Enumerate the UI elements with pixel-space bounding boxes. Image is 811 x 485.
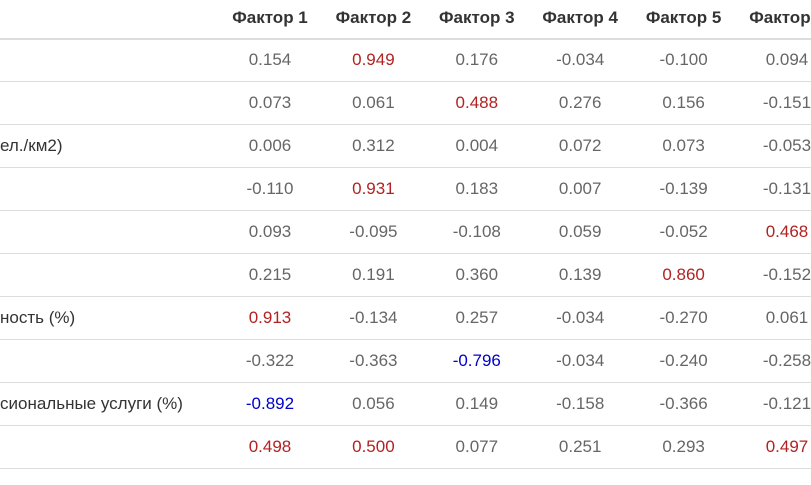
cell-value: -0.110 <box>246 179 294 198</box>
cell-value: 0.061 <box>352 93 395 112</box>
row-rule <box>0 382 811 383</box>
row-label: ел./км2) <box>0 136 63 155</box>
cell-value: -0.053 <box>762 136 811 155</box>
cell-value: 0.061 <box>765 308 809 327</box>
cell-value: -0.131 <box>762 179 811 198</box>
column-header: Фактор 1 <box>232 8 308 27</box>
cell-value: 0.215 <box>248 265 292 284</box>
row-rule <box>0 296 811 297</box>
row-rule <box>0 81 811 82</box>
cell-value: -0.366 <box>659 394 708 413</box>
cell-value: 0.056 <box>352 394 395 413</box>
cell-value: -0.034 <box>556 351 605 370</box>
header-rule <box>0 38 811 40</box>
cell-value: 0.498 <box>248 437 292 456</box>
cell-value: 0.093 <box>248 222 292 241</box>
cell-value: -0.892 <box>245 394 295 413</box>
cell-value: 0.257 <box>455 308 499 327</box>
row-rule <box>0 253 811 254</box>
cell-value: -0.158 <box>556 394 605 413</box>
cell-value: 0.251 <box>558 437 602 456</box>
row-rule <box>0 124 811 125</box>
column-header: Фактор 6 <box>749 8 811 27</box>
cell-value: 0.860 <box>662 265 705 284</box>
cell-value: -0.121 <box>762 394 811 413</box>
row-rule <box>0 339 811 340</box>
cell-value: -0.258 <box>762 351 811 370</box>
cell-value: 0.073 <box>248 93 292 112</box>
cell-value: 0.072 <box>558 136 602 155</box>
cell-value: 0.191 <box>352 265 395 284</box>
cell-value: 0.073 <box>662 136 705 155</box>
cell-value: 0.149 <box>455 394 499 413</box>
cell-value: 0.139 <box>558 265 602 284</box>
cell-value: -0.322 <box>245 351 295 370</box>
cell-value: 0.312 <box>352 136 395 155</box>
cell-value: -0.363 <box>349 351 398 370</box>
cell-value: -0.240 <box>659 351 708 370</box>
cell-value: -0.139 <box>659 179 708 198</box>
cell-value: -0.270 <box>659 308 708 327</box>
cell-value: -0.151 <box>762 93 811 112</box>
cell-value: 0.949 <box>352 50 395 69</box>
cell-value: 0.094 <box>765 50 809 69</box>
cell-value: 0.154 <box>248 50 292 69</box>
row-label: ность (%) <box>0 308 76 327</box>
column-header: Фактор 3 <box>439 8 515 27</box>
cell-value: 0.293 <box>662 437 705 456</box>
cell-value: 0.500 <box>352 437 395 456</box>
column-header: Фактор 4 <box>542 8 618 27</box>
cell-value: -0.134 <box>349 308 398 327</box>
cell-value: 0.077 <box>455 437 499 456</box>
cell-value: 0.931 <box>352 179 395 198</box>
cell-value: 0.007 <box>558 179 602 198</box>
cell-value: 0.183 <box>455 179 499 198</box>
cell-value: 0.156 <box>662 93 705 112</box>
cell-value: 0.913 <box>248 308 292 327</box>
row-rule <box>0 425 811 426</box>
cell-value: 0.497 <box>765 437 809 456</box>
cell-value: -0.052 <box>659 222 708 241</box>
cell-value: 0.360 <box>455 265 499 284</box>
cell-value: -0.034 <box>556 308 605 327</box>
column-header: Фактор 2 <box>335 8 412 27</box>
cell-value: 0.488 <box>455 93 499 112</box>
cell-value: -0.034 <box>556 50 605 69</box>
row-rule <box>0 167 811 168</box>
cell-value: 0.276 <box>558 93 602 112</box>
row-label: сиональные услуги (%) <box>0 394 183 413</box>
column-header: Фактор 5 <box>645 8 722 27</box>
cell-value: 0.006 <box>248 136 292 155</box>
cell-value: -0.108 <box>452 222 501 241</box>
cell-value: -0.796 <box>452 351 501 370</box>
cell-value: 0.004 <box>455 136 499 155</box>
cell-value: 0.176 <box>455 50 499 69</box>
cell-value: 0.468 <box>765 222 809 241</box>
row-rule <box>0 468 811 469</box>
cell-value: 0.059 <box>558 222 602 241</box>
cell-value: -0.100 <box>659 50 708 69</box>
cell-value: -0.152 <box>762 265 811 284</box>
row-rule <box>0 210 811 211</box>
cell-value: -0.095 <box>349 222 398 241</box>
